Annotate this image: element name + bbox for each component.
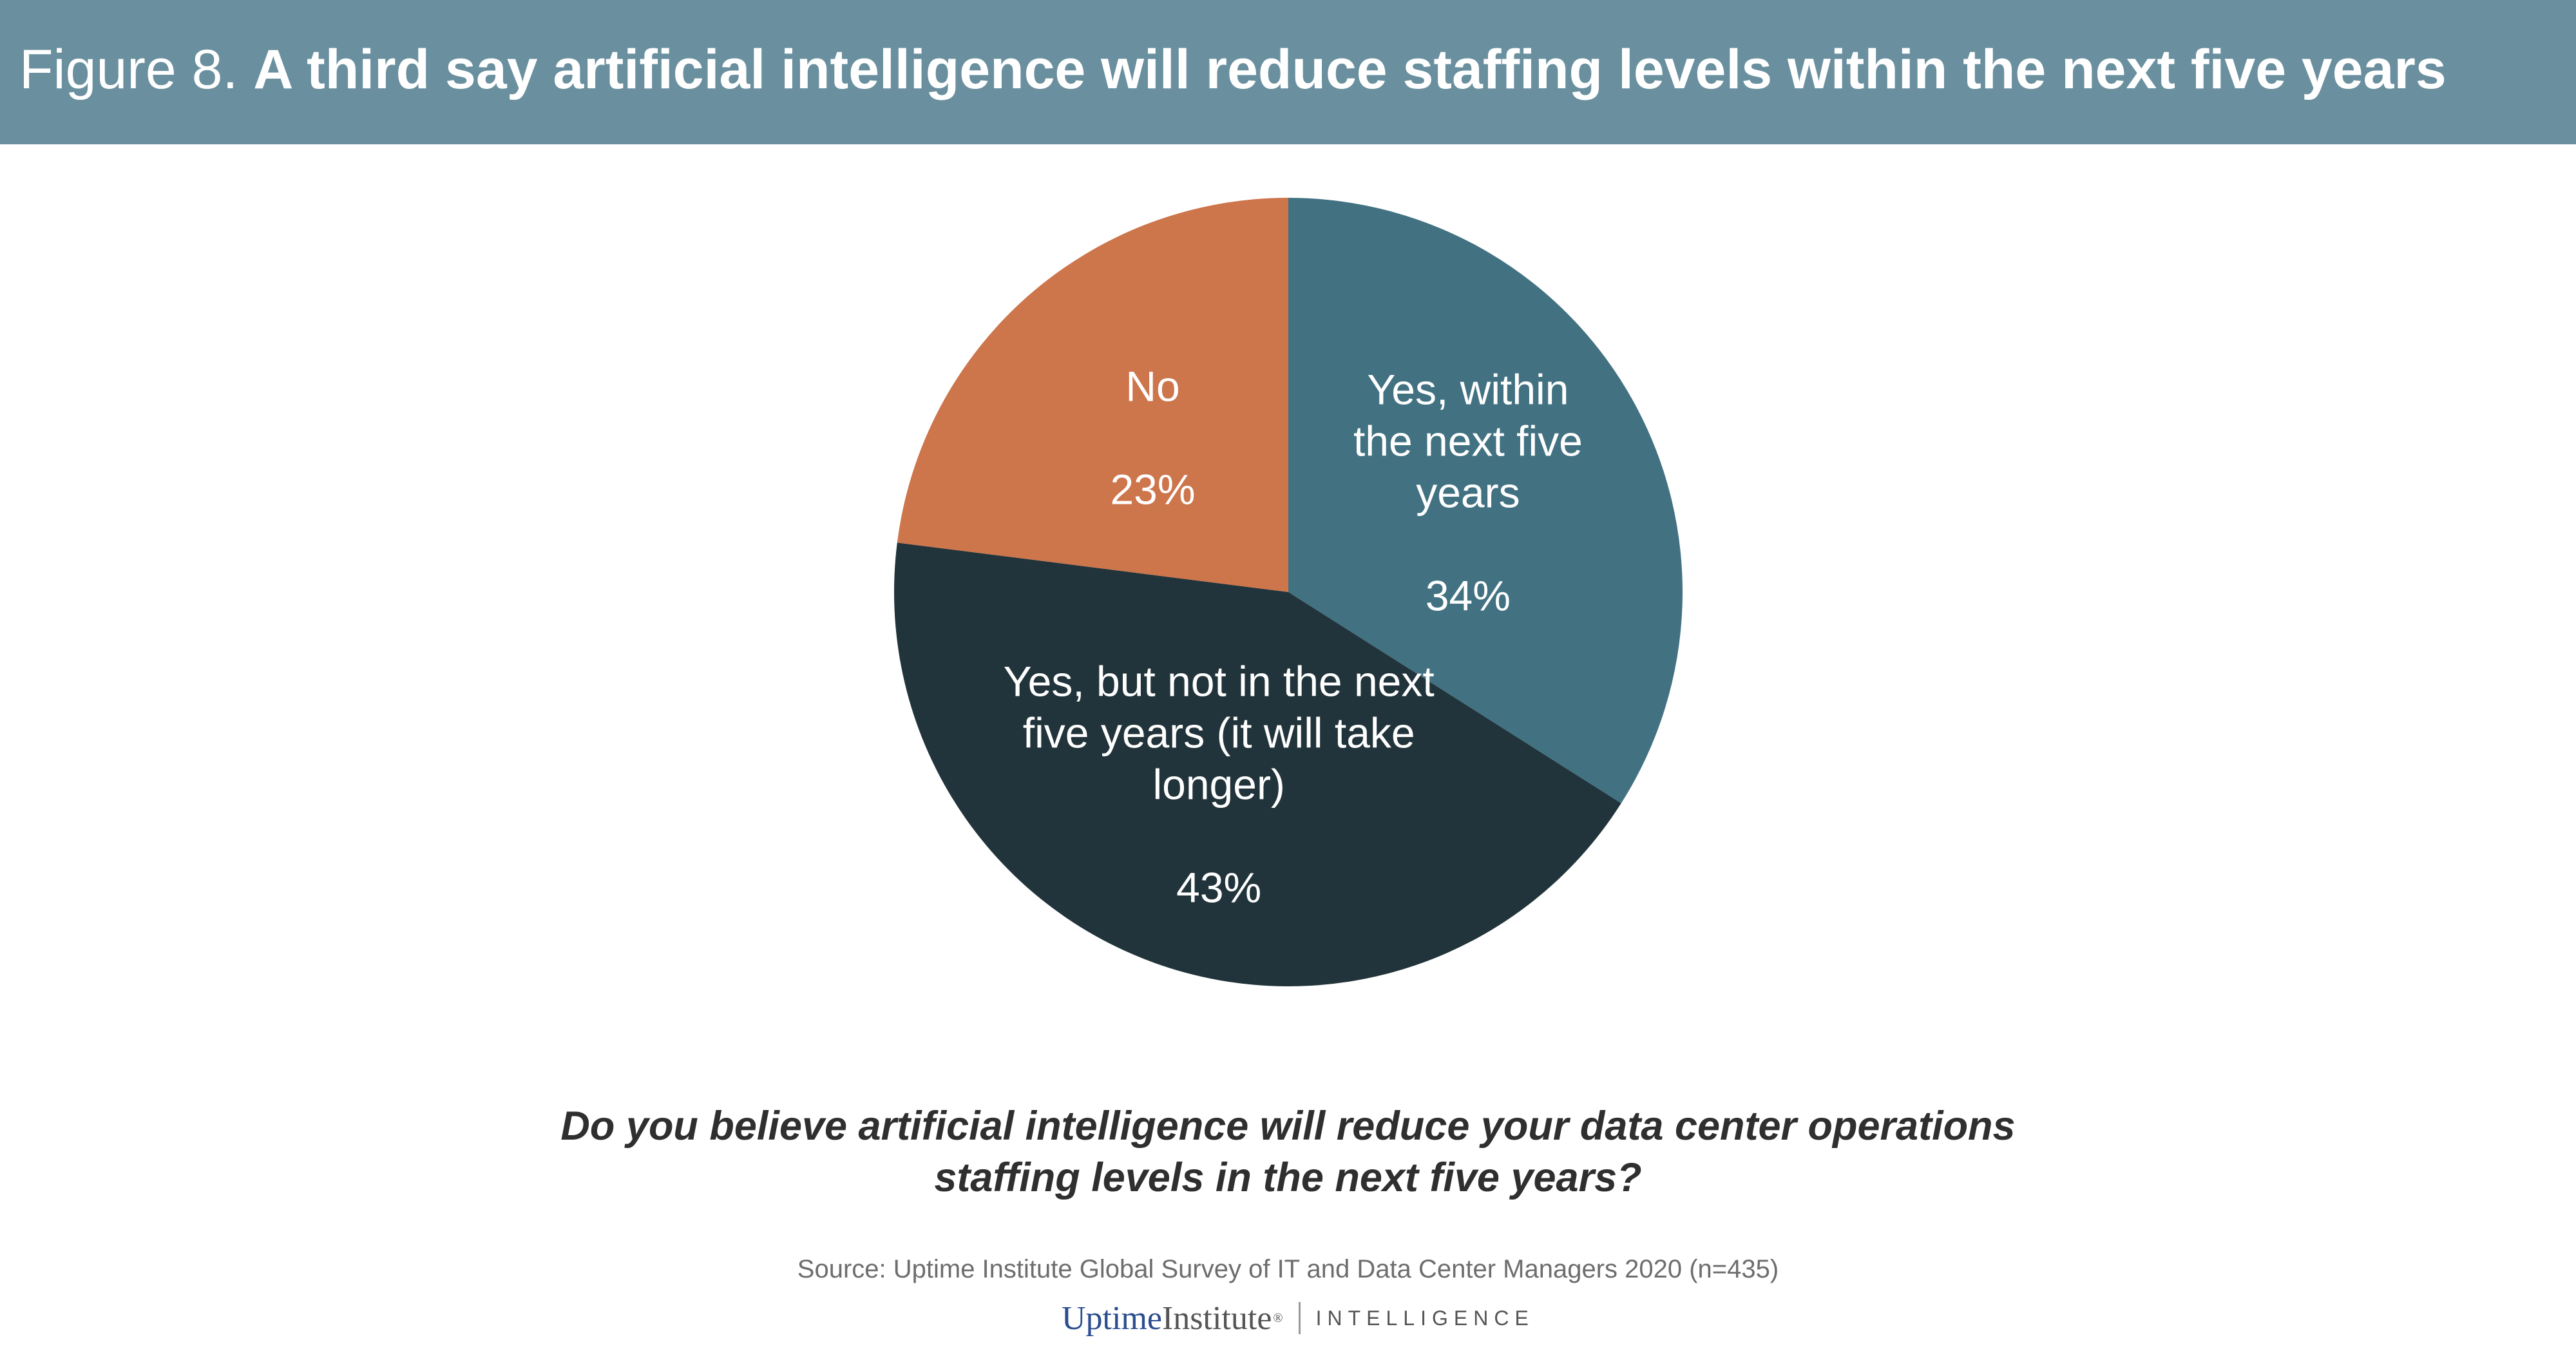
source-note: Source: Uptime Institute Global Survey o… (797, 1255, 1779, 1283)
slice-label-3: No 23% (1110, 362, 1195, 513)
logo-uptime-text: Uptime (1062, 1299, 1162, 1337)
slice-category-label-2: longer) (1152, 760, 1284, 808)
slice-value-label-3: 23% (1110, 465, 1195, 513)
slice-value-label-2: 43% (1176, 863, 1261, 911)
slice-category-label-1: Yes, within (1367, 366, 1569, 414)
pie-slice-3 (897, 197, 1288, 592)
logo-registered-mark: ® (1273, 1310, 1283, 1325)
slice-category-label-2: Yes, but not in the next (1004, 657, 1435, 705)
slice-value-label-1: 34% (1426, 572, 1511, 620)
slice-label-2: Yes, but not in the next five years (it w… (1004, 657, 1435, 911)
slice-category-label-3: No (1125, 362, 1179, 410)
logo-institute-text: Institute (1161, 1299, 1272, 1337)
pie-slice-1 (1288, 198, 1683, 803)
logo-divider (1298, 1302, 1301, 1334)
slice-category-label-1: years (1416, 469, 1520, 517)
survey-question: Do you believe artificial intelligence w… (0, 1100, 2576, 1203)
figure-title: Figure 8. A third say artificial intelli… (19, 34, 2447, 106)
survey-question-line-1: Do you believe artificial intelligence w… (560, 1104, 2016, 1149)
survey-question-line-2: staffing levels in the next five years? (934, 1155, 1642, 1200)
figure-number: Figure 8. (19, 39, 254, 101)
uptime-institute-logo: Uptime Institute ® INTELLIGENCE (1062, 1296, 1534, 1340)
slice-category-label-2: five years (it will take (1023, 709, 1415, 756)
slice-category-label-1: the next five (1353, 417, 1583, 465)
logo-intelligence-text: INTELLIGENCE (1315, 1306, 1534, 1330)
slice-label-1: Yes, within the next five years 34% (1353, 366, 1583, 620)
title-banner: Figure 8. A third say artificial intelli… (0, 0, 2576, 144)
figure-headline: A third say artificial intelligence will… (253, 39, 2447, 101)
pie-slice-2 (894, 542, 1621, 986)
